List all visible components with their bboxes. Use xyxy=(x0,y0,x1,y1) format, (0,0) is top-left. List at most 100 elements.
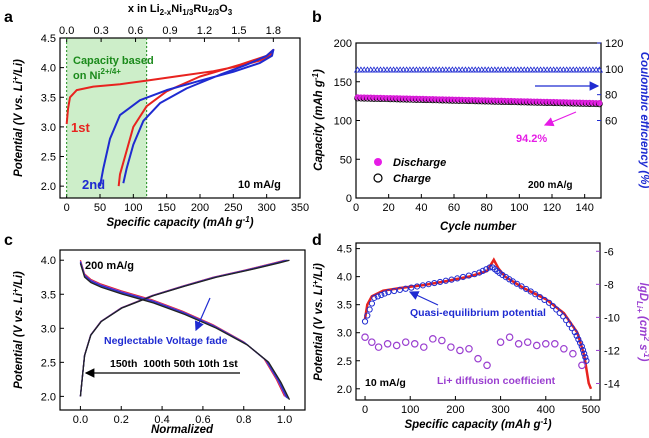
lgd-point xyxy=(496,338,505,346)
y-tick-label: 3.0 xyxy=(41,122,56,134)
y2-tick-label: 80 xyxy=(605,90,617,102)
qe-point xyxy=(513,280,521,287)
y-tick-label: 2.5 xyxy=(41,152,56,164)
x-tick-label: 200 xyxy=(191,202,209,214)
lgd-point xyxy=(465,344,473,353)
qe-point xyxy=(545,299,553,306)
qe-point xyxy=(576,339,584,347)
y-tick-label: 100 xyxy=(334,116,352,128)
legend-discharge: Discharge xyxy=(393,157,446,169)
top-tick-label: 0.9 xyxy=(162,25,177,37)
qe-point xyxy=(396,286,403,294)
qe-point xyxy=(575,336,582,343)
qe-point xyxy=(579,346,587,354)
x-tick-label: 0 xyxy=(64,202,70,214)
x-tick-label: 0 xyxy=(353,202,359,214)
qe-point xyxy=(364,312,371,319)
y-tick-label: 3.5 xyxy=(41,289,56,301)
curve-charge xyxy=(79,259,286,397)
top-tick-label: 1.2 xyxy=(197,25,212,37)
x-tick-label: 150 xyxy=(157,202,175,214)
x-tick-label: 20 xyxy=(383,202,395,214)
qe-point xyxy=(391,287,398,295)
qe-point xyxy=(448,276,455,283)
qe-point xyxy=(431,279,438,287)
capacity-arrow xyxy=(543,111,577,127)
x-tick-label: 100 xyxy=(124,202,142,214)
x-tick-label: 100 xyxy=(401,404,419,416)
x-tick-label: 0 xyxy=(362,404,368,416)
qe-arrow xyxy=(408,291,439,306)
y2-axis-label: Coulombic efficiency (%) xyxy=(638,52,649,189)
x-tick-label: 0.4 xyxy=(154,414,169,426)
qe-point xyxy=(366,306,373,313)
qe-point xyxy=(568,325,575,332)
rate-label: 10 mA/g xyxy=(238,179,281,191)
x-tick-label: 1.0 xyxy=(277,414,292,426)
qe-point xyxy=(581,350,588,357)
qe-point xyxy=(454,275,461,282)
y-tick-label: 2.0 xyxy=(41,181,56,193)
discharge-point xyxy=(596,100,603,107)
qe-point xyxy=(532,291,539,298)
qe-point xyxy=(402,285,409,292)
rate-label: 200 mA/g xyxy=(85,260,134,272)
y-axis-label: Capacity (mAh g-1) xyxy=(311,69,325,171)
x-tick-label: 400 xyxy=(537,404,555,416)
y2-tick-label: -10 xyxy=(604,312,620,324)
x-tick-label: 0.2 xyxy=(114,414,129,426)
x-tick-label: 50 xyxy=(94,202,106,214)
rate-label: 200 mA/g xyxy=(528,180,572,191)
qe-point xyxy=(408,284,415,291)
legend-charge-marker xyxy=(373,173,383,183)
y-tick-label: 4.0 xyxy=(41,63,56,75)
legend-charge: Charge xyxy=(393,173,431,185)
y2-tick-label: 60 xyxy=(605,116,617,128)
retention-label: 94.2% xyxy=(516,133,547,145)
lgd-point xyxy=(401,338,410,346)
curve-discharge xyxy=(79,260,286,397)
qe-point xyxy=(553,306,560,313)
qe-point xyxy=(486,264,493,271)
lgd-point xyxy=(551,340,559,348)
qe-point xyxy=(518,283,525,290)
fade-annotation: Neglectable Voltage fade xyxy=(104,335,228,347)
x-tick-label: 0.8 xyxy=(236,414,251,426)
y2-tick-label: -14 xyxy=(604,378,620,390)
lgd-point xyxy=(410,340,419,348)
x-tick-label: 200 xyxy=(446,404,464,416)
x-axis-label: Cycle number xyxy=(440,221,517,233)
qe-point xyxy=(459,273,467,281)
curve-discharge xyxy=(79,262,289,400)
panel-d: 0 100 200 300 400 500 2.0 2.5 3.0 3.5 4.0 4.5 -6 -8 -1… xyxy=(311,242,649,431)
qe-point xyxy=(549,302,556,310)
qe-annotation: Quasi-equilibrium potential xyxy=(410,307,546,319)
y-tick-label: 0 xyxy=(346,193,352,205)
panel-c: 0.0 0.2 0.4 0.6 0.8 1.0 2.0 2.5 3.0 3.5 4.0 Normal… xyxy=(11,249,306,436)
qe-point xyxy=(556,309,563,317)
qe-point xyxy=(565,321,573,328)
lgd-point xyxy=(569,349,577,358)
lgd-point xyxy=(505,333,514,342)
qe-point xyxy=(483,266,490,273)
qe-point xyxy=(578,343,585,350)
y-tick-label: 3.0 xyxy=(41,323,56,335)
lgd-point xyxy=(514,340,523,348)
y2-tick-label: -12 xyxy=(604,345,620,357)
diffusion-annotation: Li+ diffusion coefficient xyxy=(437,375,556,387)
lgd-point xyxy=(483,361,491,370)
lgd-point xyxy=(429,335,437,343)
y-tick-label: 2.5 xyxy=(41,357,56,369)
lgd-point xyxy=(560,344,568,353)
lgd-point xyxy=(541,340,550,348)
top-tick-label: 0.3 xyxy=(93,25,108,37)
y-tick-label: 2.0 xyxy=(41,391,56,403)
x-tick-label: 120 xyxy=(543,202,561,214)
qe-point xyxy=(479,267,486,274)
lgd-point xyxy=(383,340,392,348)
qe-point xyxy=(571,329,578,336)
qe-point xyxy=(442,277,449,284)
lgd-point xyxy=(532,341,541,350)
qe-point xyxy=(560,313,567,320)
x-tick-label: 300 xyxy=(257,202,275,214)
